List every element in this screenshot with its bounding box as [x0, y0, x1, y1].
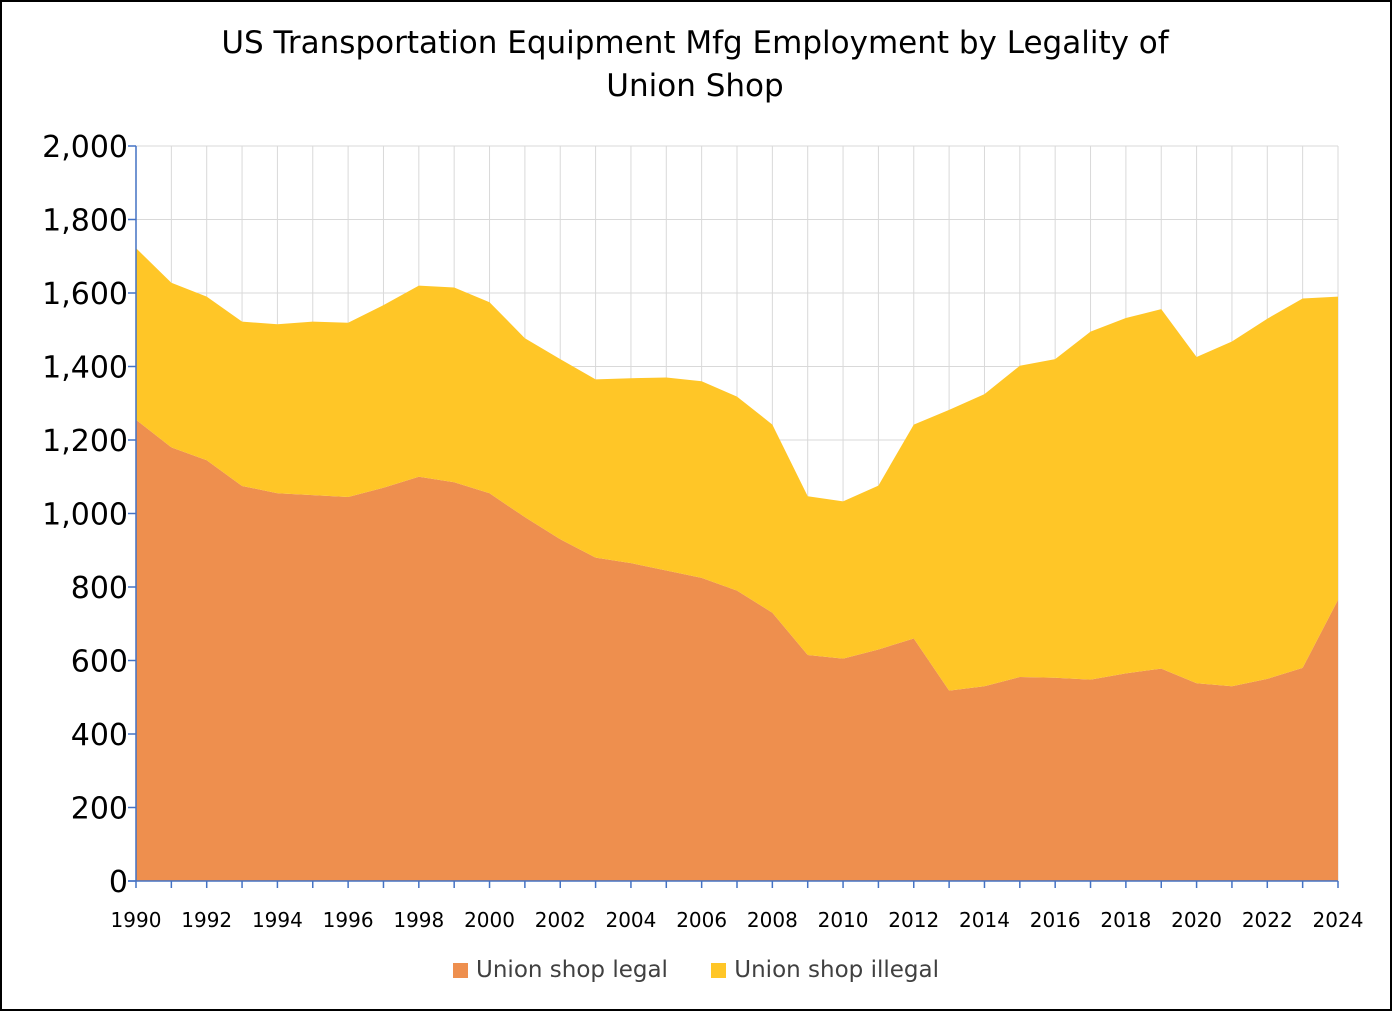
- x-tick-label-15: 2020: [1171, 908, 1222, 932]
- x-tick-label-13: 2016: [1030, 908, 1081, 932]
- x-tick-label-3: 1996: [323, 908, 374, 932]
- legend: Union shop legal Union shop illegal: [0, 956, 1392, 983]
- chart-title: US Transportation Equipment Mfg Employme…: [221, 25, 1169, 104]
- x-tick-label-6: 2002: [535, 908, 586, 932]
- legend-swatch-legal: [453, 962, 469, 978]
- y-tick-label-0: 0: [109, 865, 128, 900]
- area-series-1: [136, 248, 1338, 691]
- x-tick-label-10: 2010: [818, 908, 869, 932]
- legend-item-illegal: Union shop illegal: [711, 957, 939, 983]
- x-tick-label-4: 1998: [393, 908, 444, 932]
- x-tick-label-14: 2018: [1100, 908, 1151, 932]
- x-tick-label-0: 1990: [111, 908, 162, 932]
- x-tick-label-9: 2008: [747, 908, 798, 932]
- x-tick-label-2: 1994: [252, 908, 303, 932]
- legend-swatch-illegal: [711, 962, 727, 978]
- x-tick-label-16: 2022: [1242, 908, 1293, 932]
- y-tick-label-1: 200: [71, 792, 128, 827]
- y-tick-label-8: 1,600: [42, 277, 128, 312]
- y-tick-label-10: 2,000: [42, 130, 128, 165]
- y-tick-label-4: 800: [71, 571, 128, 606]
- y-tick-label-6: 1,200: [42, 424, 128, 459]
- x-tick-label-5: 2000: [464, 908, 515, 932]
- x-tick-label-17: 2024: [1313, 908, 1364, 932]
- legend-label-illegal: Union shop illegal: [734, 956, 939, 983]
- x-tick-label-7: 2004: [605, 908, 656, 932]
- x-tick-label-11: 2012: [888, 908, 939, 932]
- legend-label-legal: Union shop legal: [476, 956, 668, 983]
- y-tick-label-7: 1,400: [42, 351, 128, 386]
- y-tick-label-2: 400: [71, 718, 128, 753]
- y-tick-label-3: 600: [71, 645, 128, 680]
- x-tick-label-1: 1992: [181, 908, 232, 932]
- y-tick-label-5: 1,000: [42, 498, 128, 533]
- x-tick-label-12: 2014: [959, 908, 1010, 932]
- x-tick-label-8: 2006: [676, 908, 727, 932]
- area-series-0: [136, 419, 1338, 881]
- legend-item-legal: Union shop legal: [453, 957, 668, 983]
- y-tick-label-9: 1,800: [42, 204, 128, 239]
